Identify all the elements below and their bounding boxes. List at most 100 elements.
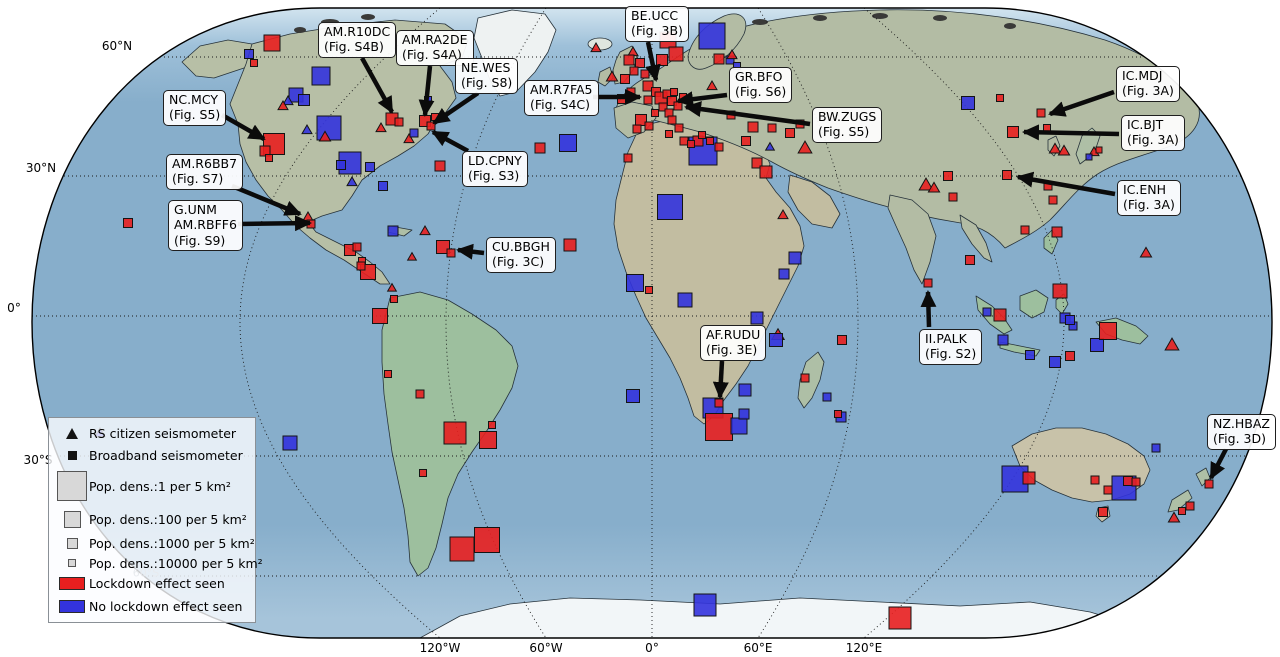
indochina bbox=[959, 214, 993, 263]
callout-arrow-ic.mdj bbox=[1048, 89, 1115, 117]
station-marker bbox=[419, 469, 427, 477]
station-marker bbox=[651, 109, 659, 117]
station-marker bbox=[352, 242, 362, 252]
station-marker bbox=[378, 181, 388, 191]
legend-item: RS citizen seismometer bbox=[55, 422, 249, 444]
station-marker bbox=[316, 115, 342, 141]
station-marker bbox=[311, 66, 331, 86]
station-marker bbox=[1090, 475, 1100, 485]
station-marker bbox=[993, 308, 1007, 322]
station-marker bbox=[387, 225, 399, 237]
station-marker bbox=[263, 34, 281, 52]
callout-am.r7fa5: AM.R7FA5 (Fig. S4C) bbox=[524, 80, 599, 116]
triangle-black-icon bbox=[55, 427, 89, 439]
station-marker bbox=[948, 192, 958, 202]
station-marker bbox=[479, 431, 497, 449]
callout-ii.palk: II.PALK (Fig. S2) bbox=[919, 329, 983, 365]
station-marker bbox=[965, 255, 975, 265]
station-marker bbox=[705, 413, 733, 441]
rect-blue-icon bbox=[55, 600, 89, 613]
lon-label: 120°W bbox=[419, 641, 461, 655]
rect-red-icon bbox=[55, 577, 89, 590]
square-gray-icon bbox=[55, 559, 89, 567]
station-marker bbox=[679, 136, 689, 146]
callout-arrow-cu.bbgh bbox=[456, 243, 485, 260]
station-marker bbox=[1065, 315, 1075, 325]
callout-ic.mdj: IC.MDJ (Fig. 3A) bbox=[1116, 66, 1180, 102]
station-marker bbox=[365, 162, 375, 172]
callout-arrow-ic.bjt bbox=[1022, 124, 1120, 141]
station-marker bbox=[632, 124, 642, 134]
station-marker bbox=[298, 94, 310, 106]
station-marker bbox=[446, 248, 456, 258]
station-marker bbox=[674, 123, 684, 133]
station-marker bbox=[1048, 142, 1062, 154]
station-marker bbox=[738, 383, 752, 397]
callout-cu.bbgh: CU.BBGH (Fig. 3C) bbox=[486, 237, 556, 273]
station-marker bbox=[282, 435, 298, 451]
legend-item: No lockdown effect seen bbox=[55, 595, 249, 618]
station-marker bbox=[336, 160, 346, 170]
callout-ld.cpny: LD.CPNY (Fig. S3) bbox=[462, 151, 528, 187]
station-marker bbox=[1090, 338, 1104, 352]
station-marker bbox=[1164, 337, 1180, 351]
callout-arrow-ld.cpny bbox=[431, 130, 470, 153]
station-marker bbox=[244, 49, 254, 59]
station-marker bbox=[1085, 153, 1093, 161]
lat-label: 0° bbox=[7, 301, 21, 315]
nz-south bbox=[1167, 489, 1193, 513]
station-marker bbox=[436, 240, 450, 254]
map-border bbox=[31, 7, 1273, 639]
station-marker bbox=[1002, 170, 1012, 180]
station-marker bbox=[713, 53, 725, 65]
station-marker bbox=[961, 96, 975, 110]
lat-label: 60°N bbox=[101, 39, 133, 53]
station-marker bbox=[590, 42, 602, 53]
station-marker bbox=[997, 334, 1009, 346]
station-marker bbox=[563, 238, 577, 252]
borneo bbox=[1019, 289, 1049, 319]
station-marker bbox=[1007, 126, 1019, 138]
station-marker bbox=[698, 131, 706, 139]
station-marker bbox=[741, 136, 751, 146]
callout-am.r6bb7: AM.R6BB7 (Fig. S7) bbox=[166, 154, 244, 190]
station-marker bbox=[643, 95, 653, 105]
callout-arrow-ii.palk bbox=[920, 290, 937, 328]
legend-item: Pop. dens.:10000 per 5 km² bbox=[55, 554, 263, 572]
station-marker bbox=[346, 176, 358, 187]
station-marker bbox=[605, 70, 619, 82]
station-marker bbox=[1049, 356, 1061, 368]
callout-arrow-am.r6bb7 bbox=[231, 183, 302, 217]
lon-label: 120°E bbox=[845, 641, 883, 655]
callout-arrow-bw.zugs bbox=[684, 101, 811, 127]
station-marker bbox=[1139, 246, 1153, 258]
station-marker bbox=[626, 389, 640, 403]
station-marker bbox=[888, 606, 912, 630]
station-marker bbox=[403, 133, 415, 144]
station-marker bbox=[658, 102, 668, 112]
legend-label: Pop. dens.:1 per 5 km² bbox=[89, 478, 231, 494]
iceland bbox=[587, 37, 613, 51]
station-marker bbox=[1048, 195, 1058, 205]
legend-item: Pop. dens.:1 per 5 km² bbox=[55, 466, 249, 506]
lat-label: 30°S bbox=[23, 453, 53, 467]
callout-ic.bjt: IC.BJT (Fig. 3A) bbox=[1121, 115, 1185, 151]
station-marker bbox=[1131, 477, 1141, 487]
square-gray-icon bbox=[55, 511, 89, 528]
legend-label: Pop. dens.:1000 per 5 km² bbox=[89, 536, 255, 551]
station-marker bbox=[1020, 225, 1030, 235]
station-marker bbox=[657, 194, 683, 220]
station-marker bbox=[698, 22, 726, 50]
station-marker bbox=[623, 153, 633, 163]
station-marker bbox=[1036, 108, 1046, 118]
station-marker bbox=[1095, 146, 1103, 154]
station-marker bbox=[714, 398, 724, 408]
station-marker bbox=[837, 335, 847, 345]
lat-label: 30°N bbox=[25, 161, 57, 175]
callout-arrow-be.ucc bbox=[645, 41, 661, 82]
station-marker bbox=[384, 370, 392, 378]
lon-label: 60°E bbox=[743, 641, 773, 655]
callout-nc.mcy: NC.MCY (Fig. S5) bbox=[163, 90, 227, 126]
